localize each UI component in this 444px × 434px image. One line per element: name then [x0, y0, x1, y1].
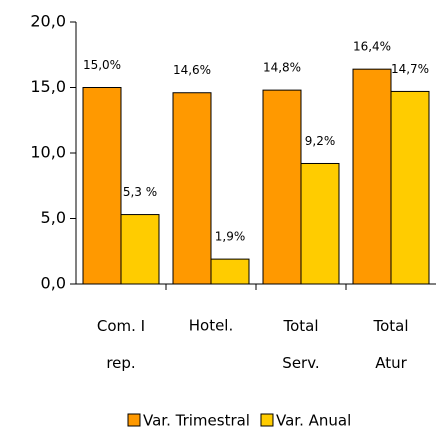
bar	[82, 87, 122, 285]
bar	[172, 92, 212, 285]
y-tick-label: 0,0	[41, 274, 66, 293]
legend-swatch	[260, 413, 274, 427]
bar	[352, 68, 392, 285]
y-tick-label: 10,0	[30, 143, 66, 162]
value-label: 14,8%	[263, 61, 301, 75]
value-label: 1,9%	[215, 230, 246, 244]
bar	[390, 90, 430, 285]
value-label: 5,3 %	[123, 185, 157, 199]
bar	[210, 258, 250, 285]
y-tick-label: 5,0	[41, 208, 66, 227]
value-label: 14,6%	[173, 63, 211, 77]
bar	[262, 89, 302, 285]
value-label: 9,2%	[305, 134, 336, 148]
bar	[300, 162, 340, 285]
value-label: 14,7%	[391, 62, 429, 76]
y-tick-label: 15,0	[30, 77, 66, 96]
legend-swatch	[127, 413, 141, 427]
value-label: 15,0%	[83, 58, 121, 72]
value-label: 16,4%	[353, 40, 391, 54]
x-tick-label: Hotel.	[189, 317, 234, 335]
x-tick-label: Total Serv.	[282, 317, 319, 372]
bar	[120, 214, 160, 285]
y-tick-label: 20,0	[30, 12, 66, 31]
legend-label: Var. Trimestral	[143, 412, 250, 430]
x-tick-label: Total Atur	[372, 317, 408, 372]
legend-label: Var. Anual	[276, 412, 351, 430]
